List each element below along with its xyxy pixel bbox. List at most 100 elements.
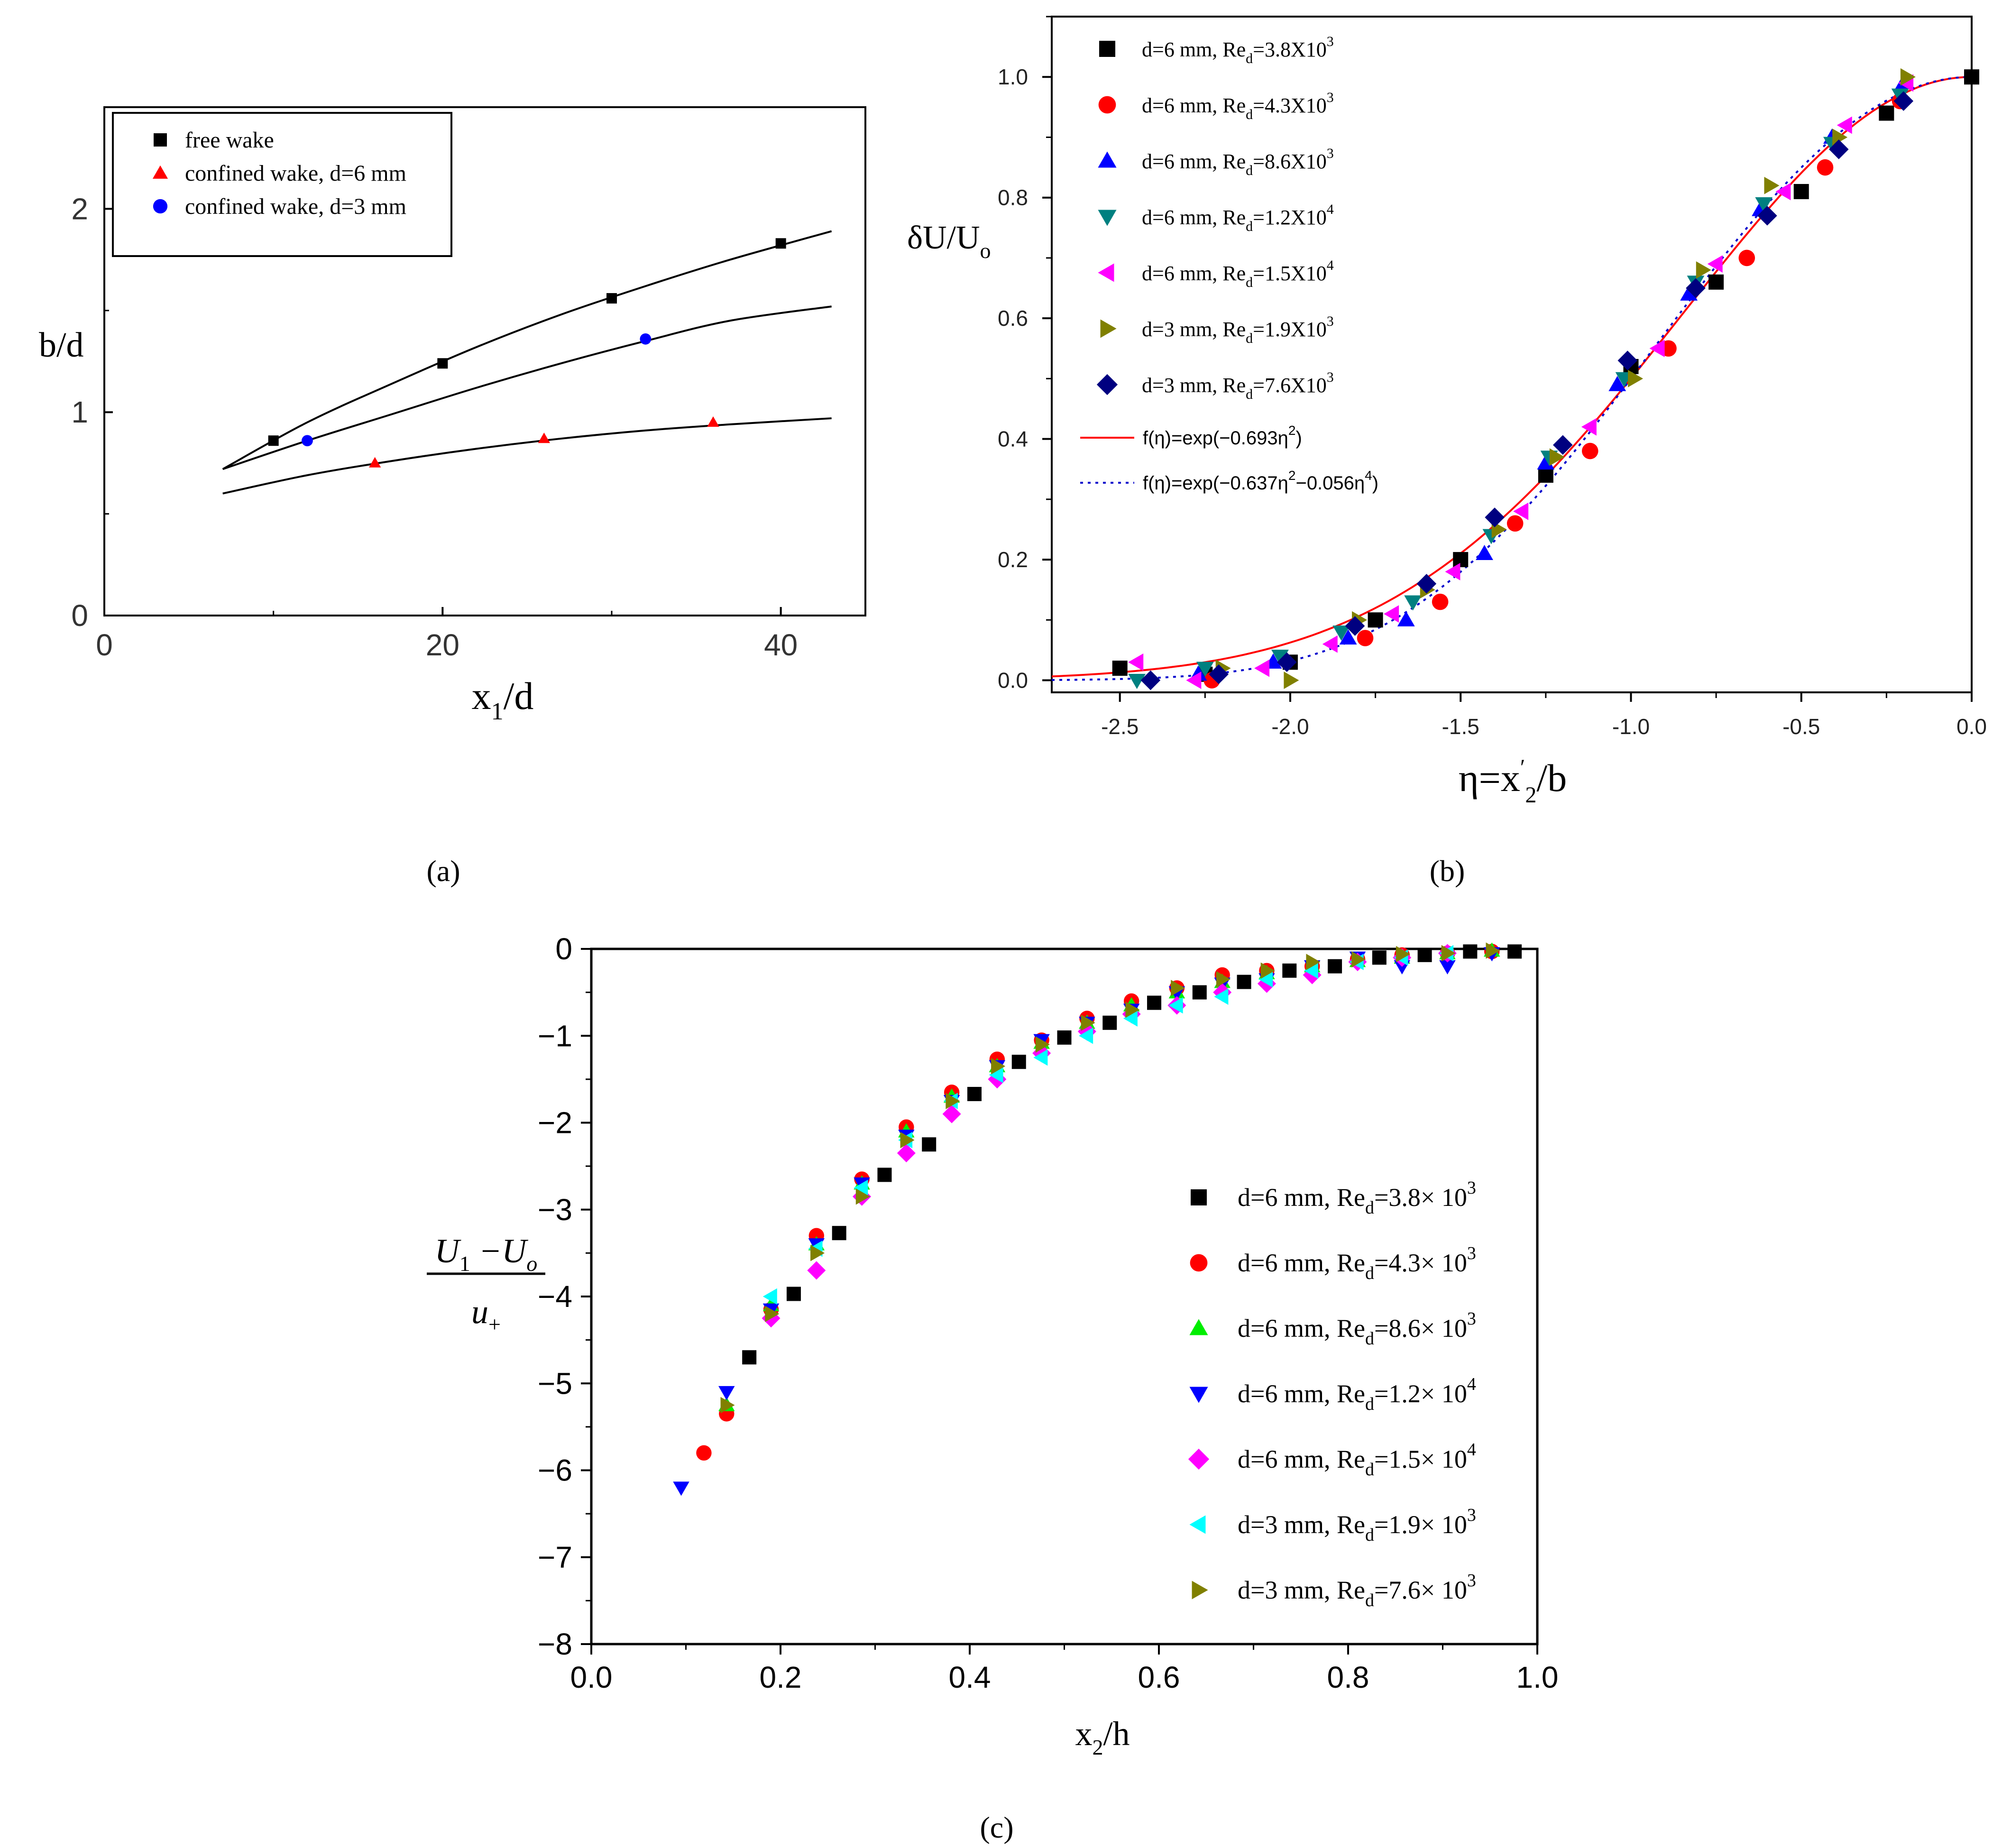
panel-b-point <box>1764 176 1780 194</box>
panel-b-point <box>1506 515 1524 532</box>
panel-b-point <box>1837 116 1852 134</box>
legend-text-sub: d <box>1365 1394 1374 1414</box>
legend-text-sub: d <box>1246 386 1253 402</box>
legend-text-mid: =1.2X10 <box>1253 206 1327 229</box>
legend-text-pre: d=6 mm, Re <box>1238 1445 1365 1473</box>
panel-c-legend-marker <box>1190 1254 1208 1272</box>
panel-a-point <box>302 435 313 447</box>
panel-c-point <box>877 1168 892 1182</box>
panel-b-point <box>1384 605 1399 623</box>
legend-text-pre: d=6 mm, Re <box>1238 1314 1365 1342</box>
legend-text-sup: 3 <box>1467 1571 1476 1591</box>
panel-b-point <box>1828 139 1849 159</box>
panel-a-tag: (a) <box>426 854 460 888</box>
panel-b-ytick-label: 0.4 <box>998 427 1028 451</box>
panel-c-point <box>1306 954 1321 970</box>
panel-c-xlabel-tail: /h <box>1103 1715 1130 1753</box>
panel-b-legend-marker <box>1100 319 1117 338</box>
panel-c-point <box>807 1261 826 1280</box>
panel-c-ytick-label: −4 <box>538 1279 572 1314</box>
legend-text-sup: 3 <box>1327 146 1334 161</box>
panel-b-point <box>1755 197 1773 212</box>
panel-b-ylabel-sub: o <box>980 239 991 263</box>
legend-fit-post: ) <box>1295 428 1302 449</box>
panel-b-point <box>1322 635 1338 653</box>
panel-b-point <box>1817 159 1834 176</box>
panel-c-legend-label: d=6 mm, Red=1.5× 104 <box>1238 1440 1476 1480</box>
panel-a-legend-marker <box>152 165 168 179</box>
panel-b-point <box>1284 671 1299 689</box>
legend-text-mid: =7.6× 10 <box>1374 1576 1467 1604</box>
panel-c-point <box>1081 1014 1095 1031</box>
panel-c-point <box>765 1306 780 1322</box>
panel-c-point <box>1125 1002 1140 1018</box>
legend-text-sup: 3 <box>1467 1505 1476 1525</box>
panel-c-xtick-label: 0.0 <box>570 1660 613 1694</box>
panel-c-point <box>1102 1015 1117 1030</box>
panel-c-legend-marker <box>1189 1319 1208 1335</box>
legend-text-sub: d <box>1246 51 1253 66</box>
legend-fit-pre: f(η)=exp(−0.637η <box>1143 473 1288 494</box>
legend-text-sub: d <box>1246 107 1253 122</box>
panel-c-point <box>810 1245 825 1261</box>
panel-c-point <box>900 1131 915 1149</box>
legend-fit-pre: f(η)=exp(−0.693η <box>1143 428 1288 449</box>
panel-c-ytick-label: −5 <box>538 1366 572 1400</box>
panel-c-ytick-label: −8 <box>538 1627 572 1661</box>
panel-c-xlabel: x2/h <box>1075 1715 1130 1759</box>
panel-b-point <box>1775 183 1791 201</box>
panel-b-point <box>1209 664 1229 684</box>
panel-a-legend-label: confined wake, d=6 mm <box>185 161 406 186</box>
legend-text-mid: =3.8X10 <box>1253 38 1327 61</box>
panel-c-xtick-label: 0.8 <box>1327 1660 1369 1694</box>
legend-text-mid: =7.6X10 <box>1253 374 1327 397</box>
panel-a-xtick-label: 0 <box>96 628 113 662</box>
panel-c-point <box>897 1144 916 1163</box>
panel-a-point <box>538 432 550 443</box>
panel-c-point <box>1079 1028 1093 1044</box>
legend-text-mid: =4.3X10 <box>1253 94 1327 117</box>
panel-b-tag: (b) <box>1430 854 1465 888</box>
panel-c-point <box>1372 950 1387 965</box>
panel-b-xlabel-sub: 2 <box>1525 782 1536 808</box>
panel-b-ylabel: δU/Uo <box>907 220 991 263</box>
panel-c-legend-label: d=6 mm, Red=1.2× 104 <box>1238 1374 1476 1414</box>
panel-a-legend-marker <box>154 133 167 147</box>
panel-b-ytick-label: 0.0 <box>998 668 1028 693</box>
panel-b-point <box>1649 340 1665 358</box>
legend-text-sub: d <box>1246 163 1253 178</box>
panel-c-legend-marker <box>1192 1581 1208 1600</box>
panel-c-point <box>718 1386 735 1400</box>
panel-b-point <box>1196 662 1214 677</box>
panel-c-point <box>1214 988 1229 1005</box>
panel-a-legend-marker <box>153 199 168 214</box>
panel-b-xtick-label: -0.5 <box>1782 714 1820 739</box>
panel-c-point <box>854 1179 868 1196</box>
panel-a-fit-curve <box>222 230 832 470</box>
legend-text-pre: d=6 mm, Re <box>1142 262 1246 285</box>
panel-c-legend-label: d=6 mm, Red=8.6× 103 <box>1238 1309 1476 1349</box>
panel-a-ylabel: b/d <box>39 326 84 365</box>
panel-b: (b) δU/Uo η=x′2/b d=6 mm, Red=3.8X103d=6… <box>907 16 1987 888</box>
panel-b-point <box>1617 350 1638 371</box>
panel-c-ytick-label: −3 <box>538 1193 572 1227</box>
legend-text-sub: d <box>1365 1263 1374 1283</box>
panel-c-point <box>696 1445 712 1461</box>
panel-c-xlabel-sub: 2 <box>1092 1735 1103 1759</box>
legend-text-mid: =1.2× 10 <box>1374 1379 1467 1408</box>
panel-a-legend: free wake confined wake, d=6 mm confined w… <box>112 112 452 257</box>
panel-b-ylabel-main: δU/U <box>907 220 980 256</box>
legend-text-pre: d=6 mm, Re <box>1142 38 1246 61</box>
panel-b-point <box>1879 105 1894 121</box>
legend-text-pre: d=6 mm, Re <box>1238 1379 1365 1408</box>
panel-b-point <box>1404 595 1422 611</box>
panel-c-point <box>1216 971 1231 988</box>
panel-c-legend-label: d=6 mm, Red=3.8× 103 <box>1238 1178 1476 1218</box>
panel-b-legend-marker <box>1098 96 1116 114</box>
panel-c-legend-marker <box>1189 1515 1206 1534</box>
legend-text-sub: d <box>1246 331 1253 346</box>
panel-b-xlabel-pre: η=x <box>1459 756 1520 800</box>
panel-b-point <box>1538 467 1553 483</box>
